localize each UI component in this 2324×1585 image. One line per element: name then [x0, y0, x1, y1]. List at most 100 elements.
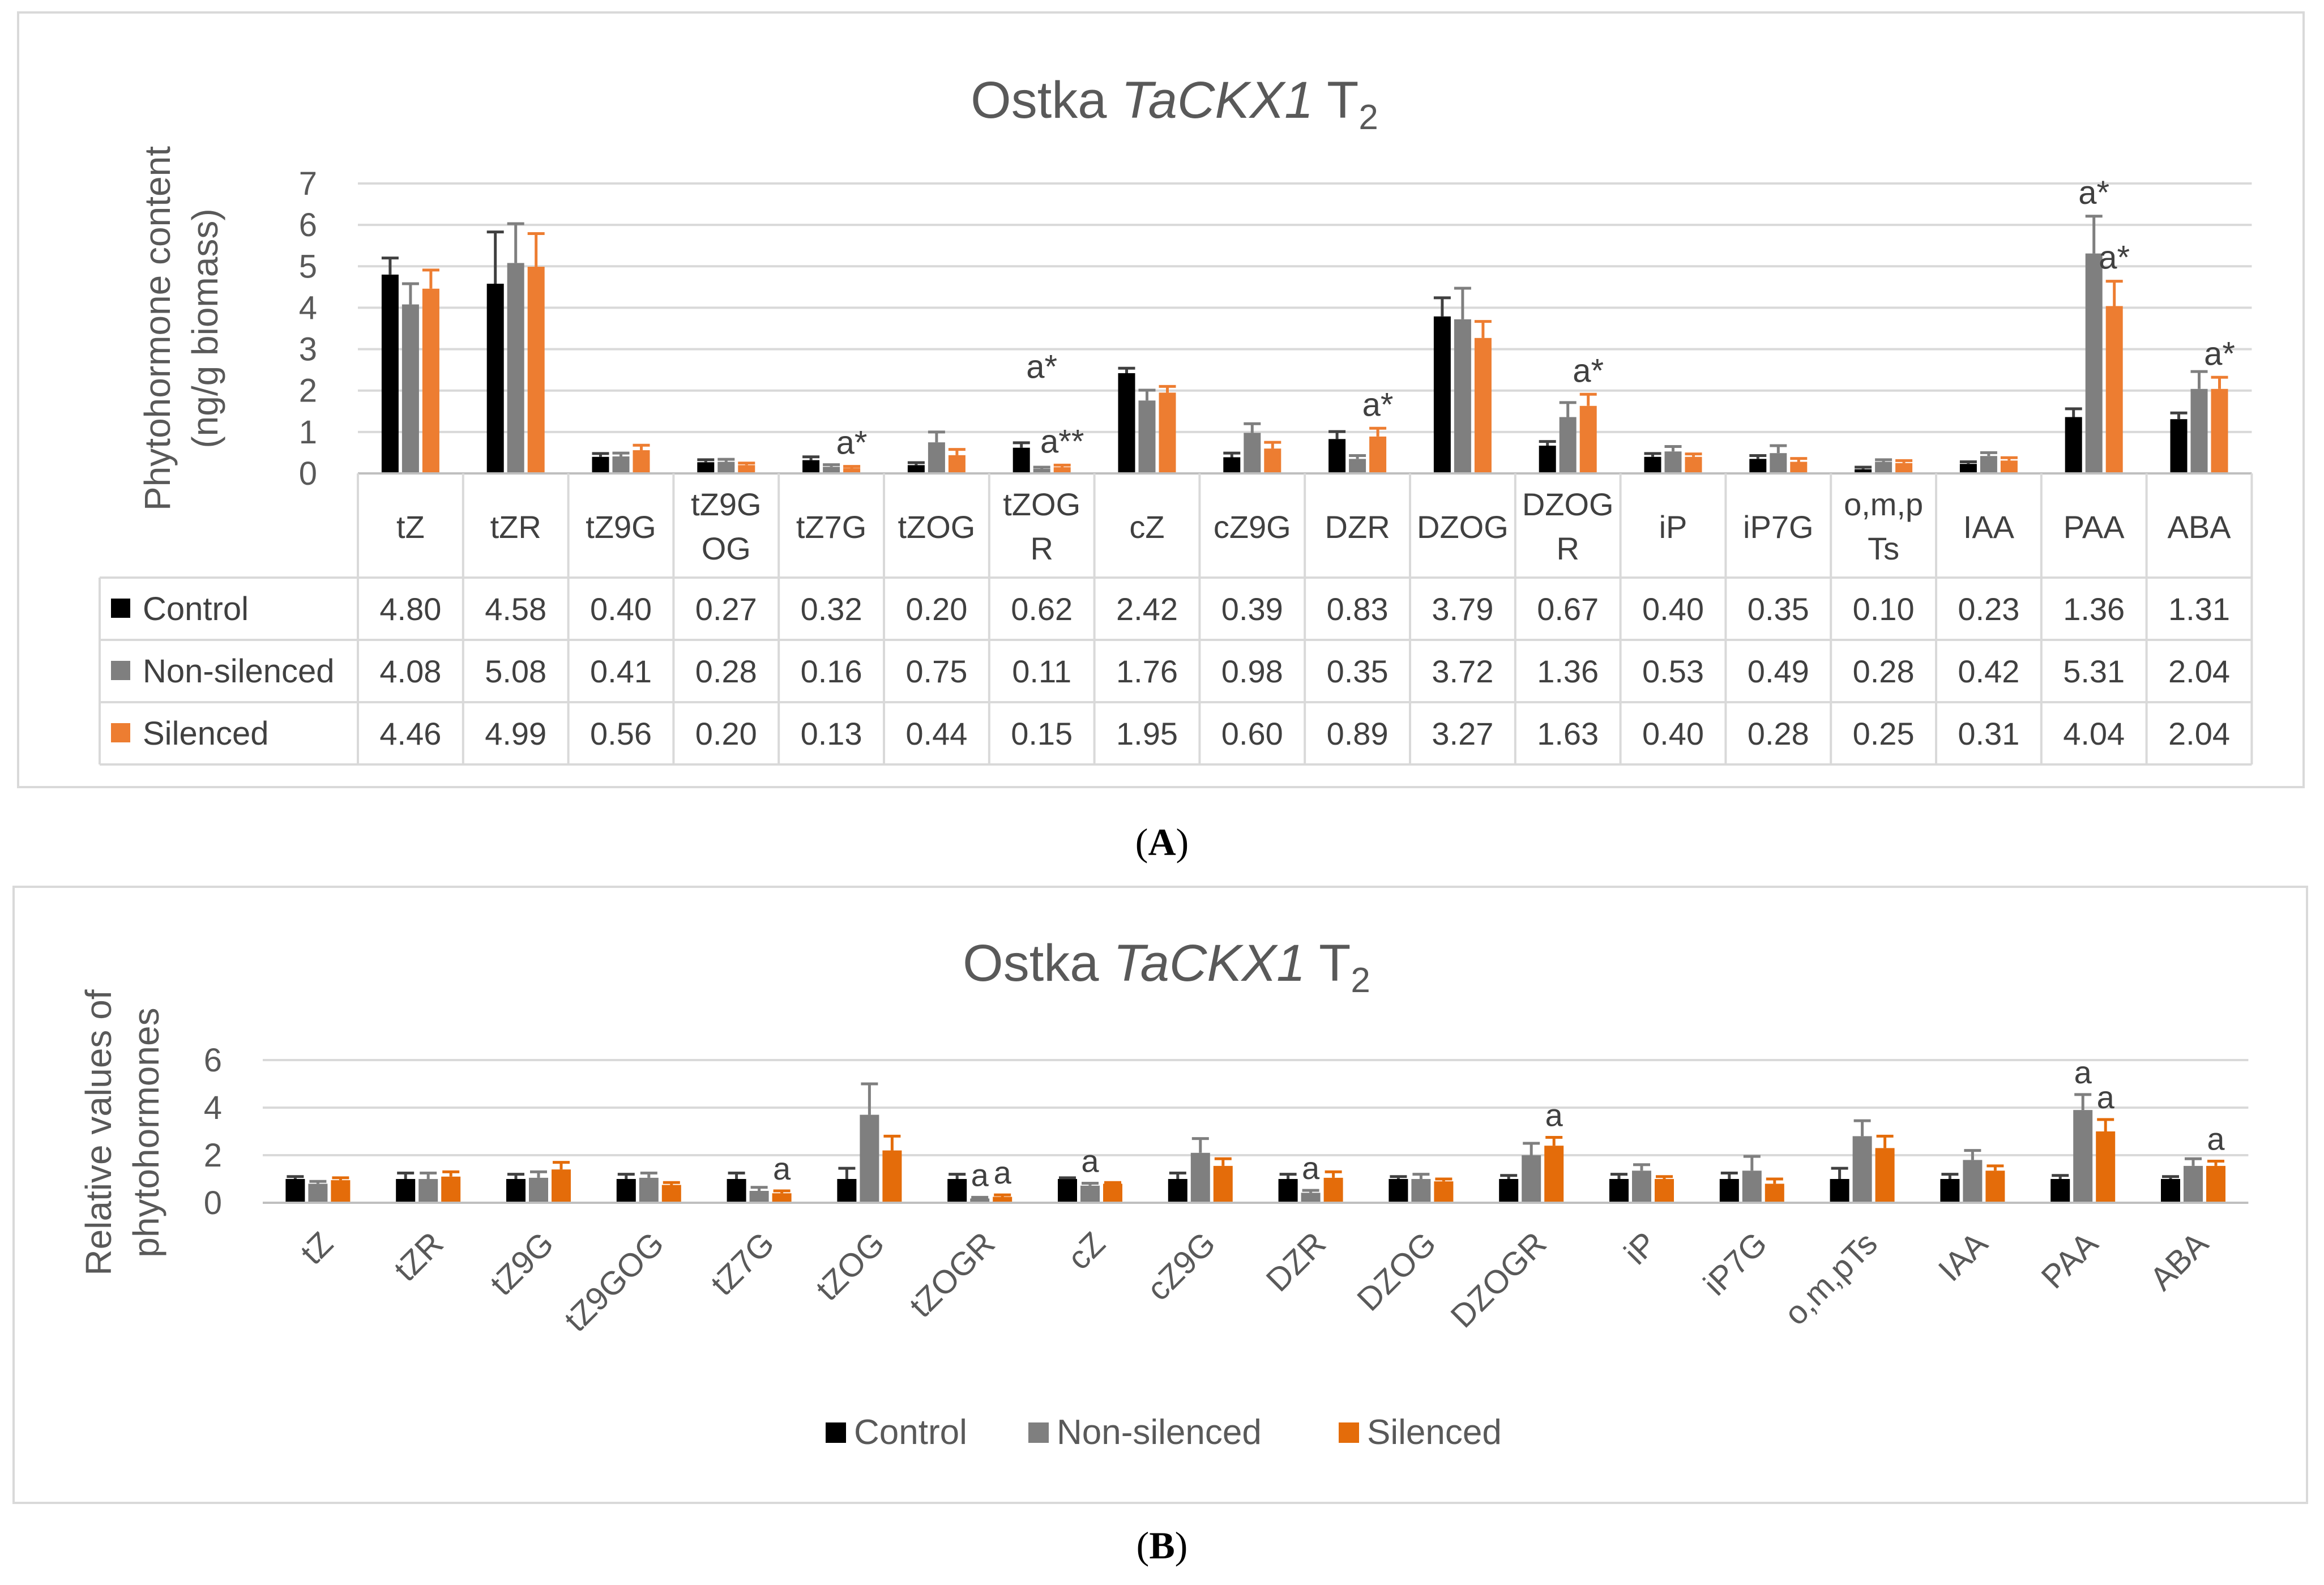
legend-label-control: Control	[854, 1413, 967, 1452]
error-bar-non-silenced-tz9g-og	[717, 458, 735, 462]
bar-silenced-dzog	[1434, 1181, 1454, 1203]
y-tick-label-3: 3	[299, 331, 317, 368]
error-bar-control-tz9g-og	[697, 458, 715, 463]
table-cell-non-silenced-cz9g: 0.98	[1221, 653, 1283, 689]
error-bar-control-cz9g	[1169, 1172, 1186, 1179]
error-bar-silenced-tzog-r	[1053, 463, 1071, 468]
legend-swatch-control	[826, 1422, 846, 1443]
table-cell-non-silenced-dzog: 3.72	[1432, 653, 1493, 689]
error-bar-control-aba	[2170, 411, 2188, 420]
table-header-o-m-p-ts: o,m,p Ts	[1844, 486, 1923, 566]
error-bar-control-tz7g	[728, 1172, 745, 1179]
error-bar-non-silenced-ip	[1633, 1163, 1650, 1171]
error-bar-control-tz	[381, 257, 399, 275]
table-cell-silenced-tzr: 4.99	[485, 716, 546, 751]
error-bar-non-silenced-tz7g	[750, 1186, 768, 1191]
annotation-4: a	[1302, 1150, 1320, 1186]
error-bar-control-dzr	[1328, 430, 1346, 439]
bar-non-silenced-tz	[401, 304, 419, 473]
bar-silenced-tzr	[441, 1176, 461, 1203]
error-bar-silenced-o-m-p-ts	[1895, 459, 1913, 463]
bar-non-silenced-dzogr	[1522, 1155, 1541, 1203]
y-axis-label: Phytohormone content (ng/g biomass)	[137, 146, 225, 511]
bar-silenced-tzr	[527, 267, 545, 473]
annotation-0: a*	[836, 425, 868, 462]
y-tick-label-4: 4	[204, 1090, 222, 1126]
error-bar-non-silenced-tzogr	[971, 1195, 989, 1199]
error-bar-non-silenced-paa	[2074, 1093, 2092, 1110]
table-cell-silenced-tzog: 0.44	[905, 716, 967, 751]
table-legend-swatch-non-silenced	[111, 661, 130, 680]
bar-non-silenced-ip	[1632, 1170, 1651, 1203]
table-cell-silenced-dzog: 3.27	[1432, 716, 1493, 751]
bar-non-silenced-tzog-r	[1033, 468, 1050, 473]
error-bar-non-silenced-aba	[2185, 1157, 2202, 1166]
error-bar-non-silenced-iaa	[1980, 451, 1997, 456]
annotation-8: a	[2207, 1121, 2225, 1157]
error-bar-non-silenced-tz	[309, 1180, 327, 1184]
bar-control-o-m-p-ts	[1855, 469, 1872, 473]
table-cell-control-tzr: 4.58	[485, 591, 546, 627]
error-bar-control-dzr	[1279, 1173, 1297, 1179]
y-tick-label-6: 6	[204, 1042, 222, 1079]
error-bar-control-ip7g	[1749, 454, 1767, 459]
bar-non-silenced-tz9g	[612, 456, 630, 473]
error-bar-non-silenced-dzog	[1412, 1173, 1430, 1179]
error-bar-silenced-tz9g-og	[738, 462, 755, 465]
error-bar-non-silenced-ip	[1664, 445, 1682, 452]
table-cell-silenced-iaa: 0.31	[1958, 716, 2019, 751]
table-header-cz: cZ	[1129, 509, 1164, 545]
error-bar-non-silenced-tzog	[928, 430, 945, 443]
bar-non-silenced-o-m-p-ts	[1875, 462, 1892, 473]
table-cell-control-tzog-r: 0.62	[1011, 591, 1073, 627]
annotation-1: a*	[1026, 349, 1057, 386]
error-bar-control-paa	[2052, 1174, 2069, 1179]
error-bar-control-tzog	[907, 461, 925, 465]
table-cell-silenced-dzog-r: 1.63	[1537, 716, 1599, 751]
panel-a-y-axis: 0 1 2 3 4 5 6 7 Phytohormone content (ng/g biomas…	[137, 146, 317, 511]
bar-control-ip7g	[1749, 459, 1767, 473]
error-bar-control-dzog	[1433, 296, 1451, 317]
bar-non-silenced-tz9g	[529, 1177, 548, 1203]
table-cell-control-cz: 2.42	[1116, 591, 1178, 627]
bar-silenced-cz	[1103, 1184, 1122, 1203]
error-bar-silenced-o-m-pts	[1876, 1134, 1894, 1148]
y-tick-label-2: 2	[299, 373, 317, 409]
panel-b-gridlines	[263, 1059, 2249, 1156]
error-bar-non-silenced-cz	[1138, 388, 1156, 401]
error-bar-non-silenced-tz9g	[530, 1170, 547, 1178]
bar-control-dzr	[1328, 439, 1346, 473]
bar-silenced-tzog-r	[1053, 467, 1071, 473]
bar-control-aba	[2161, 1179, 2180, 1203]
bar-silenced-tz9g-og	[738, 465, 755, 473]
table-cell-silenced-tz7g: 0.13	[801, 716, 862, 751]
table-header-ip: iP	[1659, 509, 1688, 545]
bar-silenced-cz9g	[1264, 448, 1281, 473]
table-cell-non-silenced-ip: 0.53	[1642, 653, 1704, 689]
bar-silenced-tz	[422, 288, 439, 473]
bar-non-silenced-ip7g	[1770, 453, 1787, 473]
error-bar-non-silenced-dzr	[1349, 454, 1366, 459]
bar-non-silenced-ip	[1664, 451, 1682, 473]
table-cell-silenced-tz9g: 0.56	[590, 716, 652, 751]
bar-control-cz	[1118, 373, 1135, 473]
table-cell-control-iaa: 0.23	[1958, 591, 2019, 627]
table-header-cz9g: cZ9G	[1214, 509, 1291, 545]
bar-non-silenced-dzog	[1454, 319, 1471, 473]
bar-control-dzog	[1433, 316, 1451, 473]
panel-a-bars	[358, 215, 2252, 475]
table-cell-silenced-o-m-p-ts: 0.25	[1853, 716, 1915, 751]
error-bar-control-tz	[287, 1175, 304, 1179]
error-bar-control-iaa	[1959, 460, 1977, 464]
bar-non-silenced-dzog-r	[1559, 417, 1577, 473]
panel-b-legend: Control Non-silenced Silenced	[826, 1413, 1502, 1452]
table-cell-non-silenced-cz: 1.76	[1116, 653, 1178, 689]
error-bar-silenced-tz	[422, 268, 439, 289]
table-cell-control-tzog: 0.20	[905, 591, 967, 627]
table-cell-control-dzog-r: 0.67	[1537, 591, 1599, 627]
bar-non-silenced-cz9g	[1190, 1152, 1210, 1203]
table-cell-control-dzog: 3.79	[1432, 591, 1493, 627]
error-bar-non-silenced-tz7g	[823, 463, 840, 467]
bar-silenced-tzog	[948, 455, 966, 473]
